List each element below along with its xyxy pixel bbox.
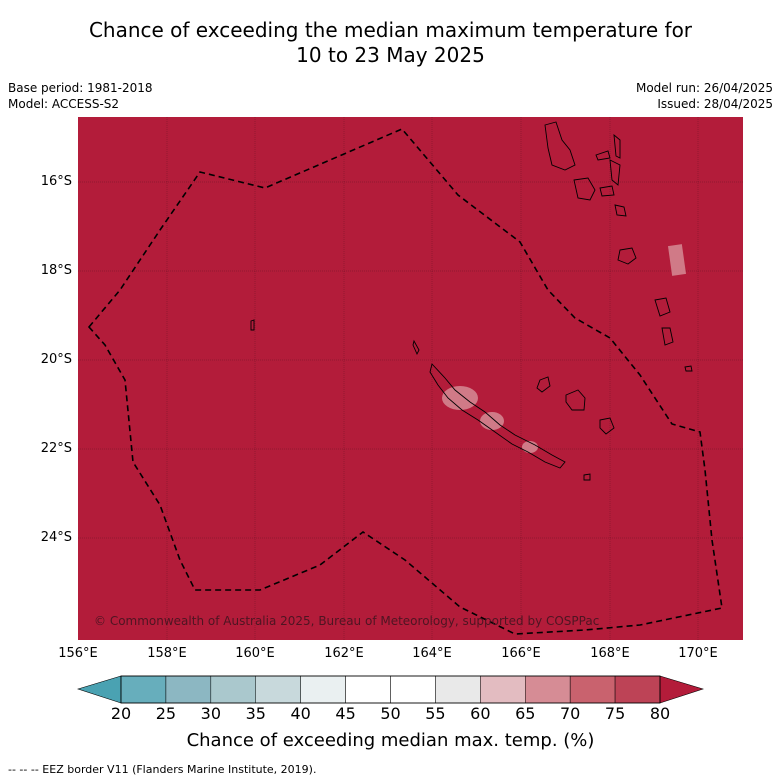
pentecost (609, 159, 621, 186)
x-tick-156e: 156°E (58, 646, 98, 661)
colorbar-tick-35: 35 (245, 704, 266, 723)
chesterfield-reef (250, 319, 255, 331)
copyright-notice: © Commonwealth of Australia 2025, Bureau… (94, 614, 600, 628)
gridlines (78, 117, 743, 640)
erromango (654, 297, 671, 317)
chart-title: Chance of exceeding the median maximum t… (0, 18, 781, 68)
colorbar-low-extension (76, 675, 122, 704)
colorbar-label: Chance of exceeding median max. temp. (%… (186, 730, 595, 751)
eez-border (87, 128, 723, 635)
x-tick-168e: 168°E (590, 646, 630, 661)
colorbar-segment-35-40 (255, 675, 301, 704)
belep-islands (412, 339, 420, 356)
colorbar-tick-65: 65 (515, 704, 536, 723)
colorbar-segment-25-30 (165, 675, 212, 704)
y-tick-16s: 16°S (40, 174, 72, 189)
colorbar-segment-65-70 (525, 675, 571, 704)
epi (614, 204, 627, 217)
x-tick-158e: 158°E (147, 646, 187, 661)
title-line-2: 10 to 23 May 2025 (296, 43, 485, 67)
mare (599, 417, 615, 435)
colorbar-segment-75-80 (614, 675, 661, 704)
x-tick-164e: 164°E (412, 646, 452, 661)
malekula (573, 177, 596, 201)
map-area (78, 117, 743, 640)
title-line-1: Chance of exceeding the median maximum t… (88, 18, 693, 42)
colorbar-tick-60: 60 (470, 704, 491, 723)
colorbar-segment-70-75 (569, 675, 616, 704)
maewo (613, 133, 621, 159)
meta-left: Base period: 1981-2018 Model: ACCESS-S2 (8, 80, 153, 112)
colorbar-tick-45: 45 (335, 704, 356, 723)
colorbar-tick-30: 30 (200, 704, 221, 723)
footer-legend: -- -- -- EEZ border V11 (Flanders Marine… (8, 763, 317, 776)
colorbar-segment-40-45 (300, 675, 346, 704)
espiritu-santo (544, 121, 576, 171)
lifou (565, 389, 586, 411)
efate (617, 247, 637, 265)
colorbar-segment-60-65 (480, 675, 526, 704)
aneityum (684, 365, 693, 372)
isle-of-pines (583, 473, 591, 481)
colorbar-tick-40: 40 (290, 704, 311, 723)
colorbar-tick-75: 75 (604, 704, 626, 723)
colorbar-segment-55-60 (435, 675, 481, 704)
colorbar-tick-70: 70 (559, 704, 581, 723)
colorbar-high-extension (659, 675, 705, 704)
y-tick-22s: 22°S (40, 441, 72, 456)
ambae (595, 150, 611, 161)
model-run: Model run: 26/04/2025 (635, 81, 773, 95)
y-tick-18s: 18°S (40, 263, 72, 278)
x-tick-162e: 162°E (324, 646, 364, 661)
y-tick-24s: 24°S (40, 530, 72, 545)
colorbar-segment-45-50 (345, 675, 391, 704)
base-period: Base period: 1981-2018 (8, 81, 153, 95)
y-tick-20s: 20°S (40, 352, 72, 367)
colorbar-tick-20: 20 (110, 704, 132, 723)
meta-right: Model run: 26/04/2025 Issued: 28/04/2025 (636, 80, 773, 112)
new-caledonia-main (429, 363, 566, 469)
x-tick-170e: 170°E (678, 646, 718, 661)
colorbar (76, 675, 705, 704)
colorbar-tick-50: 50 (380, 704, 401, 723)
coastlines (250, 121, 693, 481)
colorbar-tick-80: 80 (649, 704, 671, 723)
lower-probability-patches (442, 244, 687, 453)
x-tick-160e: 160°E (235, 646, 275, 661)
tanna (661, 327, 674, 346)
ouvea (536, 376, 551, 393)
issued-date: Issued: 28/04/2025 (657, 97, 773, 111)
colorbar-segment-20-25 (120, 675, 167, 704)
model-name: Model: ACCESS-S2 (8, 97, 120, 111)
colorbar-segment-30-35 (210, 675, 256, 704)
ambrym (599, 185, 615, 197)
colorbar-tick-25: 25 (155, 704, 177, 723)
colorbar-segment-50-55 (390, 675, 436, 704)
colorbar-tick-55: 55 (425, 704, 446, 723)
x-tick-166e: 166°E (501, 646, 541, 661)
